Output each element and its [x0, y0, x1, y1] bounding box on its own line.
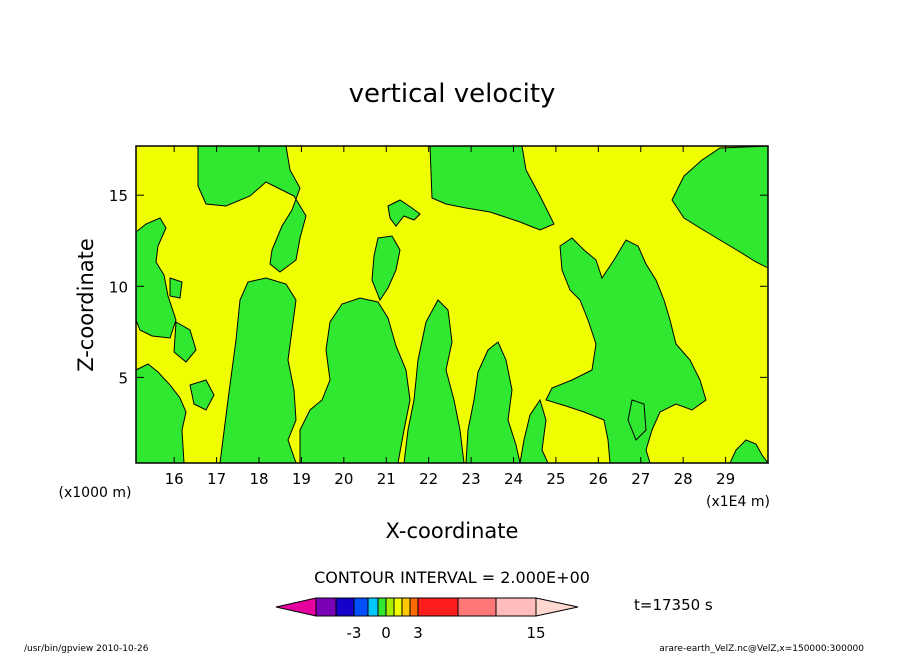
region-left-low2 — [189, 379, 215, 411]
footer-right: arare-earth_VelZ.nc@VelZ,x=150000:300000 — [659, 644, 864, 654]
plot-area: 16 17 18 19 20 21 22 23 24 25 26 27 28 29 5 10 15 — [109, 145, 769, 488]
region-top-right — [671, 145, 769, 269]
colorbar-tick-label: -3 — [347, 624, 362, 642]
x-tick-label: 18 — [249, 470, 268, 488]
region-left-blob — [173, 321, 197, 363]
x-tick-label: 19 — [292, 470, 311, 488]
y-axis-label: Z-coordinate — [74, 238, 98, 372]
plot-frame — [135, 145, 769, 464]
x-tick-label: 28 — [674, 470, 693, 488]
colorbar-segment — [401, 597, 411, 617]
region-right-center — [545, 237, 707, 464]
colorbar-upper-arrow — [535, 597, 579, 617]
x-tick-label: 29 — [716, 470, 735, 488]
x-tick-label: 23 — [462, 470, 481, 488]
region-top-left — [197, 145, 307, 273]
colorbar-segment — [377, 597, 387, 617]
x-tick-label: 27 — [631, 470, 650, 488]
colorbar-segment — [457, 597, 497, 617]
region-right-blob — [627, 399, 647, 441]
colorbar-lower-arrow — [275, 597, 317, 617]
chart-title: vertical velocity — [349, 79, 556, 109]
x-unit-label: (x1000 m) — [59, 485, 132, 501]
y-tick-label: 15 — [109, 187, 128, 205]
colorbar-segment — [393, 597, 403, 617]
y-tick-label: 5 — [118, 369, 128, 387]
y-tick-label: 10 — [109, 278, 128, 296]
region-plume-2 — [403, 299, 465, 464]
positive-velocity-regions — [135, 145, 769, 464]
colorbar-segment — [315, 597, 337, 617]
x-tick-label: 21 — [377, 470, 396, 488]
x-tick-label: 22 — [419, 470, 438, 488]
colorbar-segment — [353, 597, 369, 617]
x-scale-label: (x1E4 m) — [706, 494, 770, 510]
colorbar-segment — [385, 597, 395, 617]
colorbar-segment — [409, 597, 419, 617]
region-small-blob — [387, 199, 421, 227]
colorbar-segment — [417, 597, 459, 617]
colorbar-tick-label: 0 — [381, 624, 391, 642]
region-left-inner — [169, 277, 183, 299]
colorbar: -3 0 3 15 — [275, 597, 579, 642]
region-center-tall — [219, 277, 297, 464]
region-top-center — [429, 145, 555, 231]
region-left-mid — [135, 217, 177, 339]
x-axis-ticks: 16 17 18 19 20 21 22 23 24 25 26 27 28 29 — [165, 146, 735, 488]
colorbar-segment — [335, 597, 355, 617]
x-tick-label: 17 — [207, 470, 226, 488]
region-plume-1 — [299, 297, 411, 464]
x-tick-label: 16 — [165, 470, 184, 488]
x-tick-label: 24 — [504, 470, 523, 488]
x-axis-label: X-coordinate — [386, 519, 519, 543]
region-plume-5 — [519, 398, 549, 464]
colorbar-tick-label: 3 — [413, 624, 423, 642]
x-tick-label: 26 — [589, 470, 608, 488]
footer-left: /usr/bin/gpview 2010-10-26 — [24, 644, 149, 654]
colorbar-segment — [367, 597, 379, 617]
y-axis-ticks: 5 10 15 — [109, 187, 768, 387]
colorbar-tick-label: 15 — [526, 624, 545, 642]
colorbar-segment — [495, 597, 537, 617]
time-label: t=17350 s — [634, 596, 713, 614]
x-tick-label: 20 — [334, 470, 353, 488]
region-plume-3 — [465, 341, 521, 464]
region-plume-4 — [371, 235, 401, 302]
contour-interval-label: CONTOUR INTERVAL = 2.000E+00 — [314, 568, 590, 587]
x-tick-label: 25 — [546, 470, 565, 488]
